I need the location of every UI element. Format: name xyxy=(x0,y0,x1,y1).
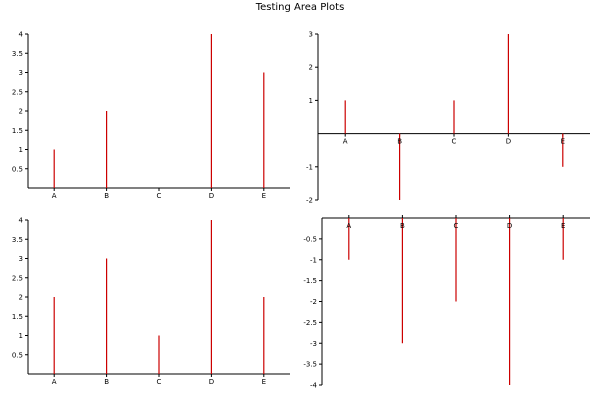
x-tick-label: B xyxy=(104,192,109,200)
y-tick-label: 4 xyxy=(19,31,24,39)
y-tick-label: -0.5 xyxy=(303,235,317,243)
x-tick-label: C xyxy=(157,192,162,200)
x-tick-label: C xyxy=(452,138,457,146)
y-tick-label: -1 xyxy=(306,163,313,171)
y-tick-label: -2.5 xyxy=(303,319,317,327)
y-tick-label: 2 xyxy=(309,64,313,72)
y-tick-label: -1 xyxy=(310,256,317,264)
x-tick-label: E xyxy=(561,138,565,146)
y-tick-label: 3 xyxy=(19,69,23,77)
x-tick-label: B xyxy=(104,378,109,386)
chart-panel-top-left: 0.5 1 1.5 2 2.5 3 3.5 4 A B C D E xyxy=(12,31,290,200)
x-tick-label: E xyxy=(262,378,266,386)
x-tick-label: A xyxy=(343,138,348,146)
y-tick-label: 2.5 xyxy=(12,274,23,282)
x-tick-label: E xyxy=(561,222,565,230)
figure-title: Testing Area Plots xyxy=(255,2,345,13)
x-tick-label: A xyxy=(52,378,57,386)
y-tick-label: 3 xyxy=(309,31,313,39)
x-tick-label: B xyxy=(397,138,402,146)
y-tick-label: 1 xyxy=(19,332,23,340)
y-tick-label: -3.5 xyxy=(303,361,317,369)
y-tick-label: -1.5 xyxy=(303,277,317,285)
x-tick-label: D xyxy=(209,192,214,200)
y-tick-label: 1 xyxy=(19,146,23,154)
x-tick-label: E xyxy=(262,192,266,200)
y-tick-label: 1.5 xyxy=(12,313,23,321)
y-tick-label: 1 xyxy=(309,97,313,105)
y-tick-label: -4 xyxy=(310,382,318,390)
y-tick-label: 0.5 xyxy=(12,165,23,173)
x-tick-label: A xyxy=(346,222,351,230)
y-tick-label: 1.5 xyxy=(12,127,23,135)
y-tick-label: 3.5 xyxy=(12,236,23,244)
x-tick-label: C xyxy=(157,378,162,386)
y-tick-label: 4 xyxy=(19,217,24,225)
x-tick-label: D xyxy=(506,138,511,146)
x-tick-label: B xyxy=(400,222,405,230)
y-tick-label: 2 xyxy=(19,108,23,116)
y-tick-label: 2.5 xyxy=(12,88,23,96)
y-tick-label: 2 xyxy=(19,294,23,302)
x-tick-label: D xyxy=(209,378,214,386)
y-tick-label: -2 xyxy=(306,197,313,205)
x-tick-label: D xyxy=(507,222,512,230)
y-tick-label: 0.5 xyxy=(12,351,23,359)
x-tick-label: A xyxy=(52,192,57,200)
y-tick-label: -2 xyxy=(310,298,317,306)
y-tick-label: -3 xyxy=(310,340,317,348)
y-tick-label: 3.5 xyxy=(12,50,23,58)
chart-panel-top-right: -2 -1 1 2 3 A B C D E xyxy=(306,31,590,205)
chart-panel-bottom-left: 0.5 1 1.5 2 2.5 3 3.5 4 A B C D E xyxy=(12,217,290,386)
x-tick-label: C xyxy=(454,222,459,230)
y-tick-label: 3 xyxy=(19,255,23,263)
chart-panel-bottom-right: -0.5 -1 -1.5 -2 -2.5 -3 -3.5 -4 A B C D E xyxy=(303,215,590,390)
